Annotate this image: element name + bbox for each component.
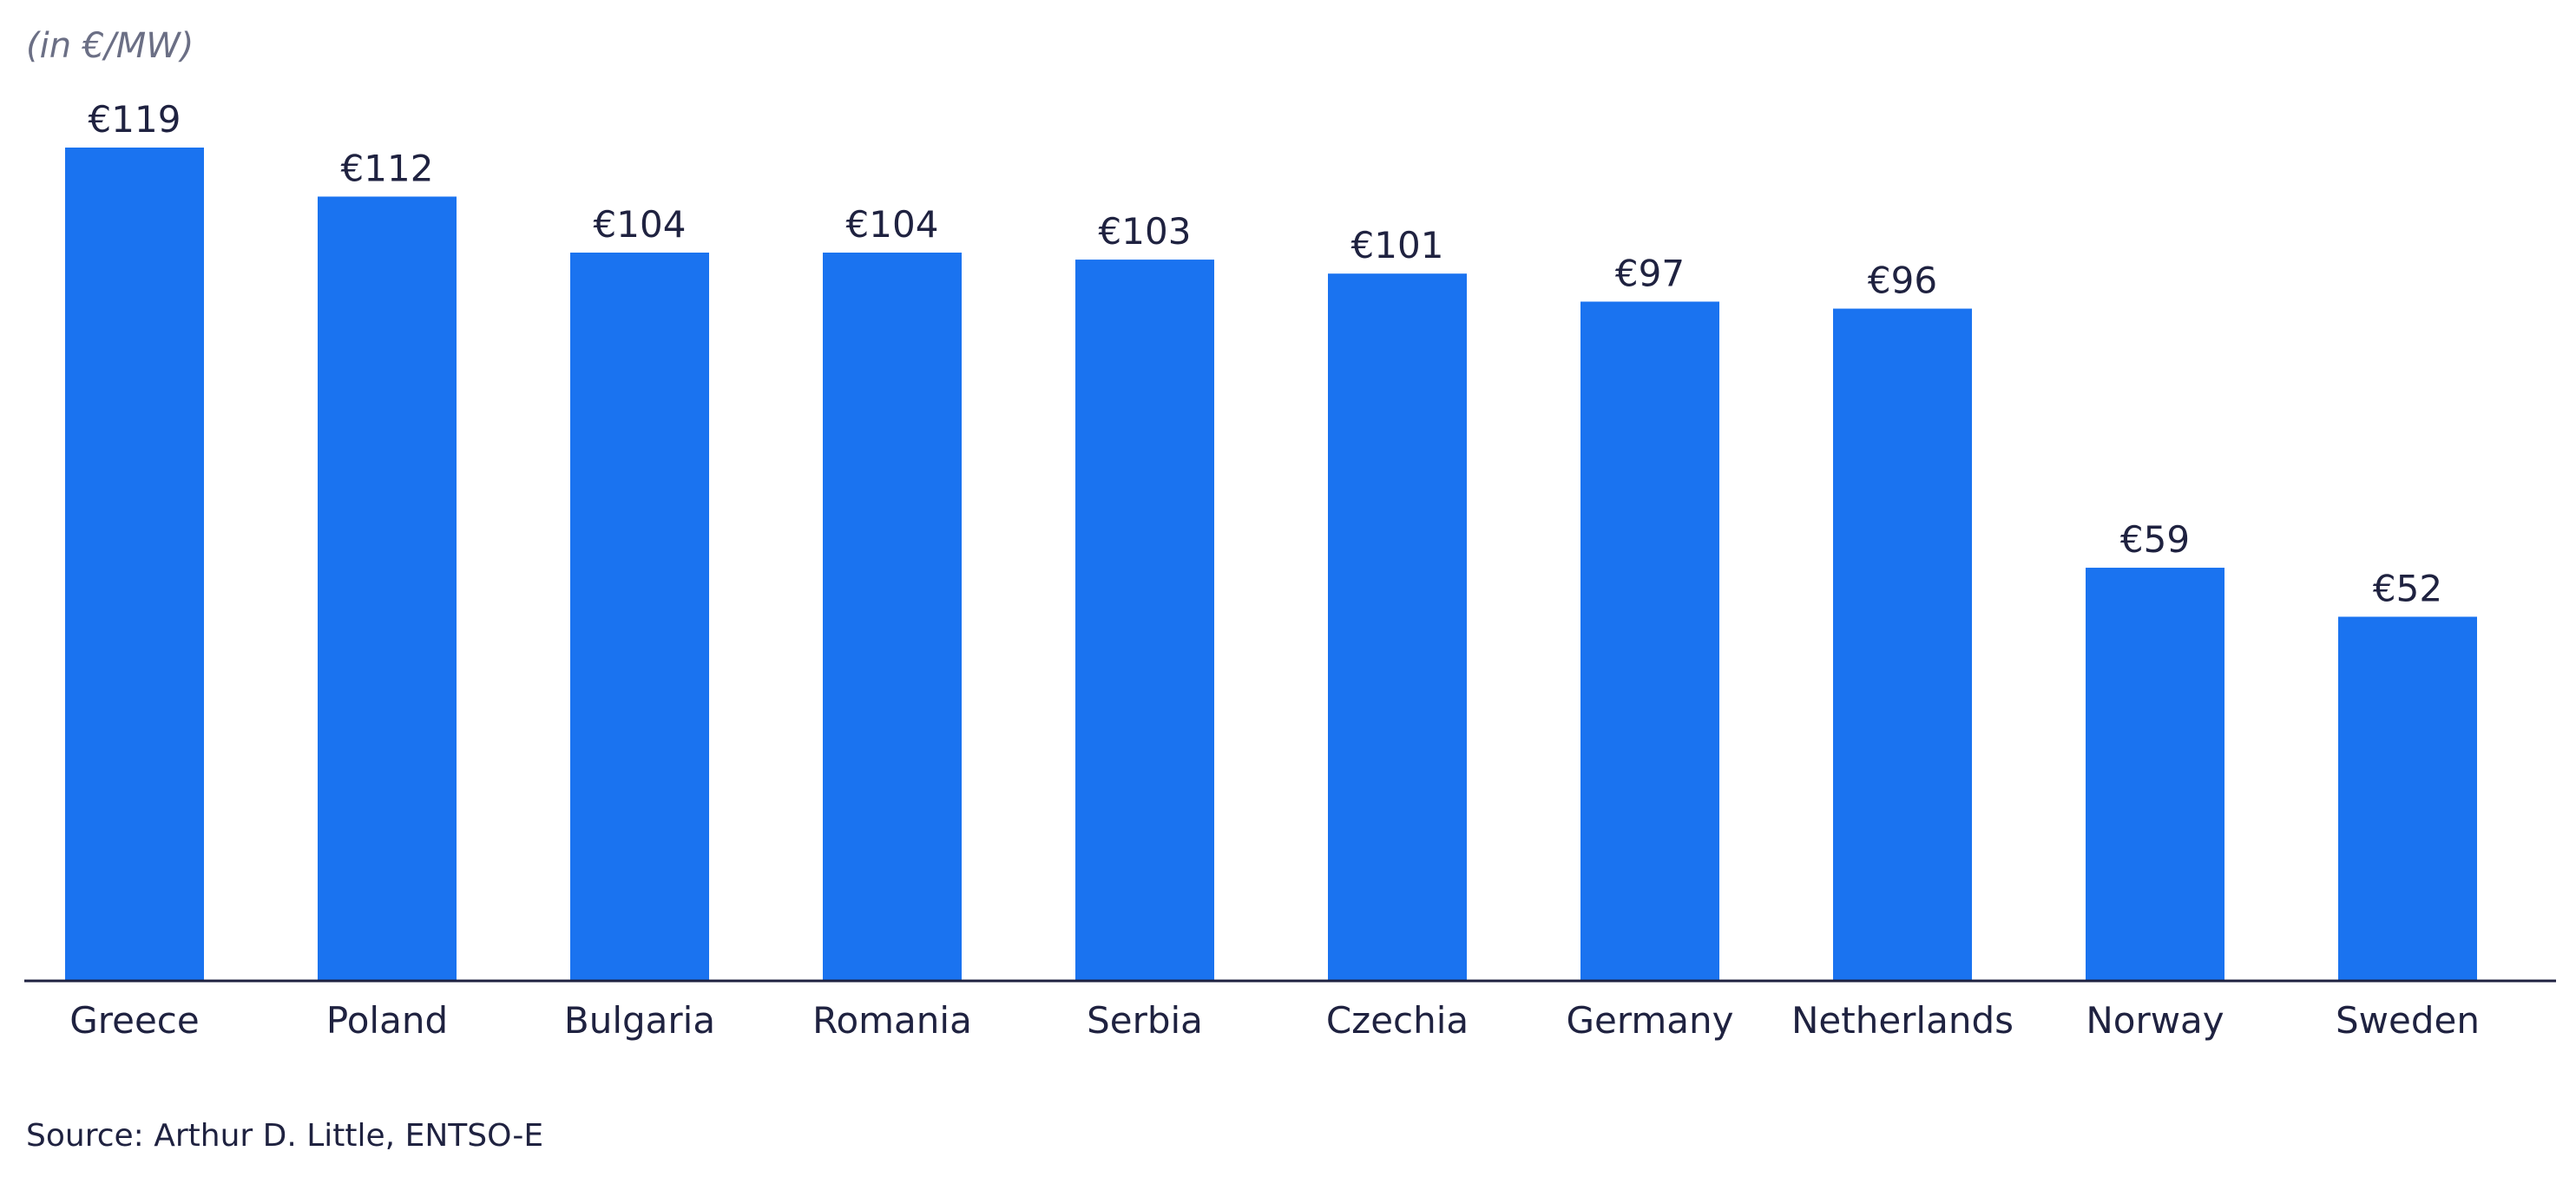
data-label-netherlands: €96 xyxy=(1868,260,1937,302)
data-label-czechia: €101 xyxy=(1351,224,1444,266)
unit-label: (in €/MW) xyxy=(26,26,194,66)
data-label-bulgaria: €104 xyxy=(594,203,687,246)
data-label-greece: €119 xyxy=(89,98,181,141)
data-label-serbia: €103 xyxy=(1099,210,1192,253)
bar-sweden xyxy=(2338,616,2477,981)
data-label-sweden: €52 xyxy=(2373,568,2442,610)
bar-czechia xyxy=(1328,273,1467,981)
tick-label-norway: Norway xyxy=(2086,999,2224,1042)
tick-label-greece: Greece xyxy=(69,999,200,1042)
tick-label-romania: Romania xyxy=(812,999,972,1042)
bar-netherlands xyxy=(1833,308,1972,981)
bar-greece xyxy=(65,148,204,981)
data-label-norway: €59 xyxy=(2120,518,2190,561)
tick-label-netherlands: Netherlands xyxy=(1791,999,2014,1042)
data-label-poland: €112 xyxy=(341,147,434,189)
tick-label-bulgaria: Bulgaria xyxy=(564,999,715,1042)
bar-germany xyxy=(1580,301,1719,981)
source-note: Source: Arthur D. Little, ENTSO-E xyxy=(26,1118,544,1154)
tick-label-serbia: Serbia xyxy=(1087,999,1203,1042)
bar-romania xyxy=(823,253,962,981)
bar-serbia xyxy=(1075,260,1214,981)
data-label-germany: €97 xyxy=(1615,252,1685,294)
bar-norway xyxy=(2086,568,2224,981)
tick-label-poland: Poland xyxy=(326,999,448,1042)
bar-bulgaria xyxy=(570,253,709,981)
tick-label-sweden: Sweden xyxy=(2336,999,2480,1042)
bar-poland xyxy=(318,196,457,981)
tick-label-germany: Germany xyxy=(1566,999,1733,1042)
tick-label-czechia: Czechia xyxy=(1326,999,1469,1042)
data-label-romania: €104 xyxy=(846,203,939,246)
